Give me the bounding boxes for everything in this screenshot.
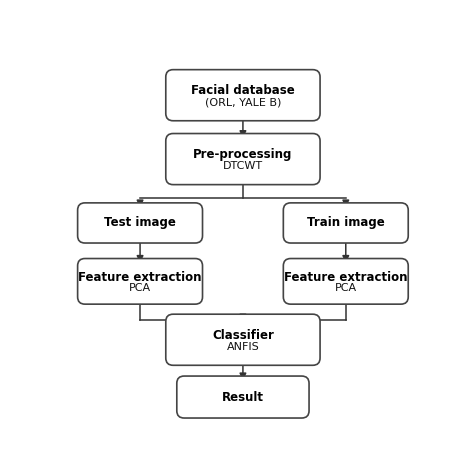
Text: Result: Result [222,391,264,403]
Text: Train image: Train image [307,217,385,229]
Text: PCA: PCA [335,283,357,292]
Text: (ORL, YALE B): (ORL, YALE B) [205,98,281,108]
FancyBboxPatch shape [78,258,202,304]
FancyBboxPatch shape [166,134,320,185]
Text: Test image: Test image [104,217,176,229]
FancyBboxPatch shape [283,258,408,304]
Text: ANFIS: ANFIS [227,342,259,352]
Text: Feature extraction: Feature extraction [78,271,202,284]
FancyBboxPatch shape [177,376,309,418]
Text: DTCWT: DTCWT [223,161,263,172]
Text: Pre-processing: Pre-processing [193,148,292,161]
FancyBboxPatch shape [166,70,320,121]
Text: Feature extraction: Feature extraction [284,271,408,284]
Text: Facial database: Facial database [191,84,295,97]
Text: PCA: PCA [129,283,151,292]
FancyBboxPatch shape [166,314,320,365]
FancyBboxPatch shape [78,203,202,243]
Text: Classifier: Classifier [212,329,274,342]
FancyBboxPatch shape [283,203,408,243]
